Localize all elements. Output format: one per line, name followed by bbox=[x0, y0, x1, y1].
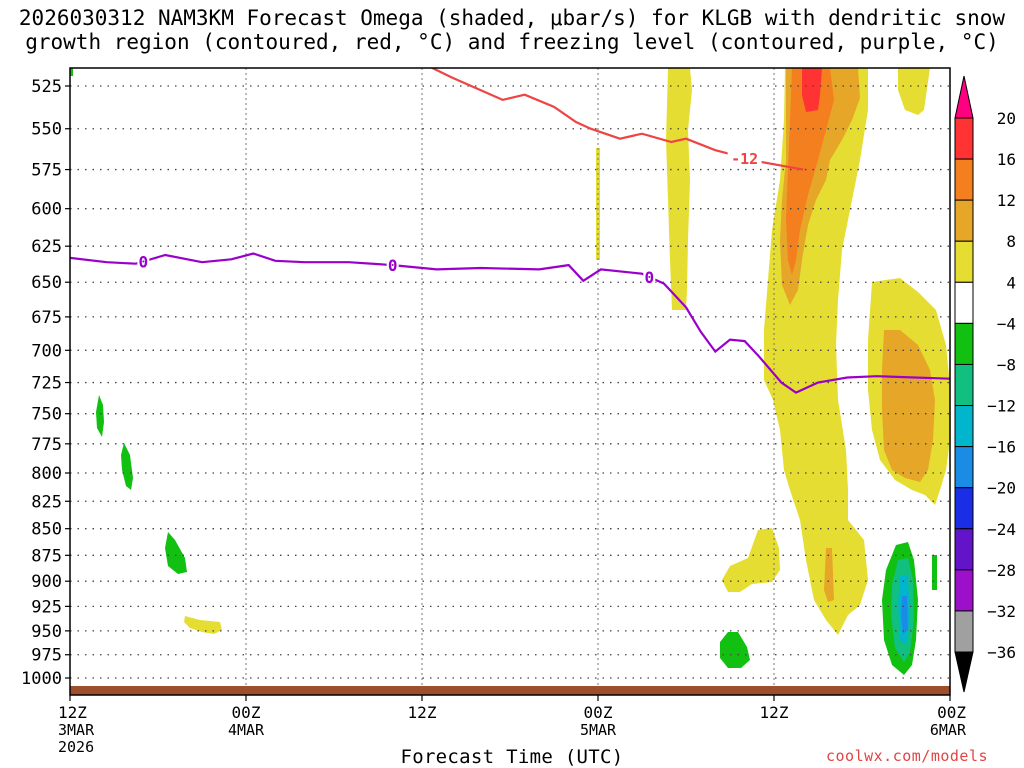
freezing-level-label-bg-2 bbox=[643, 269, 656, 286]
colorbar-segment-13 bbox=[954, 610, 974, 653]
y-tick-label-900: 900 bbox=[31, 572, 62, 592]
chart-title-line-2: growth region (contoured, red, °C) and f… bbox=[25, 30, 999, 54]
colorbar-label-8: −16 bbox=[987, 438, 1016, 457]
colorbar-label-1: 16 bbox=[997, 150, 1016, 169]
colorbar-label-11: −28 bbox=[987, 561, 1016, 580]
y-tick-label-925: 925 bbox=[31, 597, 62, 617]
y-axis: 525 550 575 600 625 650 675 700 725 750 775 800 825 8… bbox=[21, 77, 70, 689]
colorbar-segment-4 bbox=[954, 240, 974, 283]
x-tick-label-3-0: 00Z bbox=[584, 703, 613, 722]
colorbar-segment-3 bbox=[954, 199, 974, 242]
y-tick-label-775: 775 bbox=[31, 435, 62, 455]
y-tick-label-725: 725 bbox=[31, 374, 62, 394]
x-tick-label-0-2: 2026 bbox=[58, 738, 94, 756]
colorbar-label-10: −24 bbox=[987, 520, 1016, 539]
omega-12-to-16-regions bbox=[786, 68, 834, 275]
x-tick-label-1-0: 00Z bbox=[232, 703, 261, 722]
omega-shading-layer bbox=[70, 68, 950, 675]
x-tick-label-5-1: 6MAR bbox=[930, 721, 967, 739]
freezing-level-label-bg-0 bbox=[137, 253, 150, 270]
colorbar-segment-8 bbox=[954, 405, 974, 448]
colorbar-label-13: −36 bbox=[987, 643, 1016, 662]
freezing-level-label-bg-1 bbox=[386, 257, 399, 274]
colorbar-label-3: 8 bbox=[1006, 232, 1016, 251]
y-tick-label-650: 650 bbox=[31, 273, 62, 293]
colorbar-label-6: −8 bbox=[997, 355, 1016, 374]
colorbar-segment-11 bbox=[954, 528, 974, 571]
freezing-level-line bbox=[70, 252, 950, 394]
omega-16-to-20-core bbox=[802, 68, 822, 112]
y-tick-label-875: 875 bbox=[31, 546, 62, 566]
dendritic-label-bg bbox=[727, 149, 762, 166]
colorbar-segment-7 bbox=[954, 363, 974, 407]
y-tick-label-600: 600 bbox=[31, 200, 62, 220]
colorbar-label-2: 12 bbox=[997, 191, 1016, 210]
y-tick-label-525: 525 bbox=[31, 77, 62, 97]
colorbar-segment-5 bbox=[954, 281, 974, 324]
x-tick-label-4-0: 12Z bbox=[760, 703, 789, 722]
y-tick-label-1000: 1000 bbox=[21, 669, 62, 689]
colorbar-segment-10 bbox=[954, 487, 974, 530]
site-credit: coolwx.com/models bbox=[826, 747, 989, 765]
y-tick-label-625: 625 bbox=[31, 237, 62, 257]
dendritic-growth-top-line bbox=[429, 68, 804, 171]
colorbar-bottom-arrow bbox=[954, 651, 974, 693]
colorbar-segment-6 bbox=[954, 322, 974, 365]
y-tick-label-550: 550 bbox=[31, 120, 62, 140]
y-tick-label-850: 850 bbox=[31, 520, 62, 540]
x-axis-label: Forecast Time (UTC) bbox=[400, 746, 624, 768]
contour-lines-layer: 0 0 0 -12 bbox=[70, 68, 950, 394]
colorbar-label-5: −4 bbox=[997, 314, 1016, 333]
freezing-level-label-1: 0 bbox=[388, 256, 398, 275]
dendritic-growth-label: -12 bbox=[731, 150, 758, 168]
colorbar-label-12: −32 bbox=[987, 602, 1016, 621]
y-tick-label-975: 975 bbox=[31, 646, 62, 666]
plot-frame bbox=[69, 67, 951, 696]
x-tick-label-3-1: 5MAR bbox=[580, 721, 617, 739]
x-tick-label-1-1: 4MAR bbox=[228, 721, 265, 739]
y-tick-label-750: 750 bbox=[31, 405, 62, 425]
x-tick-label-0-0: 12Z bbox=[58, 703, 87, 722]
y-tick-label-575: 575 bbox=[31, 161, 62, 181]
colorbar-segment-9 bbox=[954, 446, 974, 489]
y-tick-label-800: 800 bbox=[31, 464, 62, 484]
colorbar-segment-2 bbox=[954, 158, 974, 201]
x-tick-label-5-0: 00Z bbox=[937, 703, 966, 722]
colorbar-label-7: −12 bbox=[987, 397, 1016, 416]
x-tick-label-2-0: 12Z bbox=[408, 703, 437, 722]
x-tick-label-0-1: 3MAR bbox=[58, 721, 95, 739]
y-tick-label-950: 950 bbox=[31, 622, 62, 642]
colorbar-label-0: 20 bbox=[997, 109, 1016, 128]
y-tick-label-700: 700 bbox=[31, 341, 62, 361]
y-tick-label-825: 825 bbox=[31, 492, 62, 512]
colorbar-segment-1 bbox=[954, 117, 974, 160]
colorbar-label-4: 4 bbox=[1006, 273, 1016, 292]
ground-terrain-strip bbox=[70, 686, 950, 695]
chart-title-line-1: 2026030312 NAM3KM Forecast Omega (shaded… bbox=[18, 6, 1006, 30]
freezing-level-label-0: 0 bbox=[139, 252, 149, 271]
colorbar-label-9: −20 bbox=[987, 479, 1016, 498]
colorbar-segment-12 bbox=[954, 569, 974, 612]
colorbar-top-arrow bbox=[954, 75, 974, 119]
y-tick-label-675: 675 bbox=[31, 308, 62, 328]
freezing-level-label-2: 0 bbox=[645, 268, 655, 287]
omega-4-to-8-regions bbox=[184, 68, 950, 635]
colorbar: 20 16 12 8 4 −4 −8 −12 −16 −20 −24 −28 −32 −36 bbox=[954, 75, 1016, 693]
omega-neg16-to-neg20-regions bbox=[901, 596, 908, 634]
